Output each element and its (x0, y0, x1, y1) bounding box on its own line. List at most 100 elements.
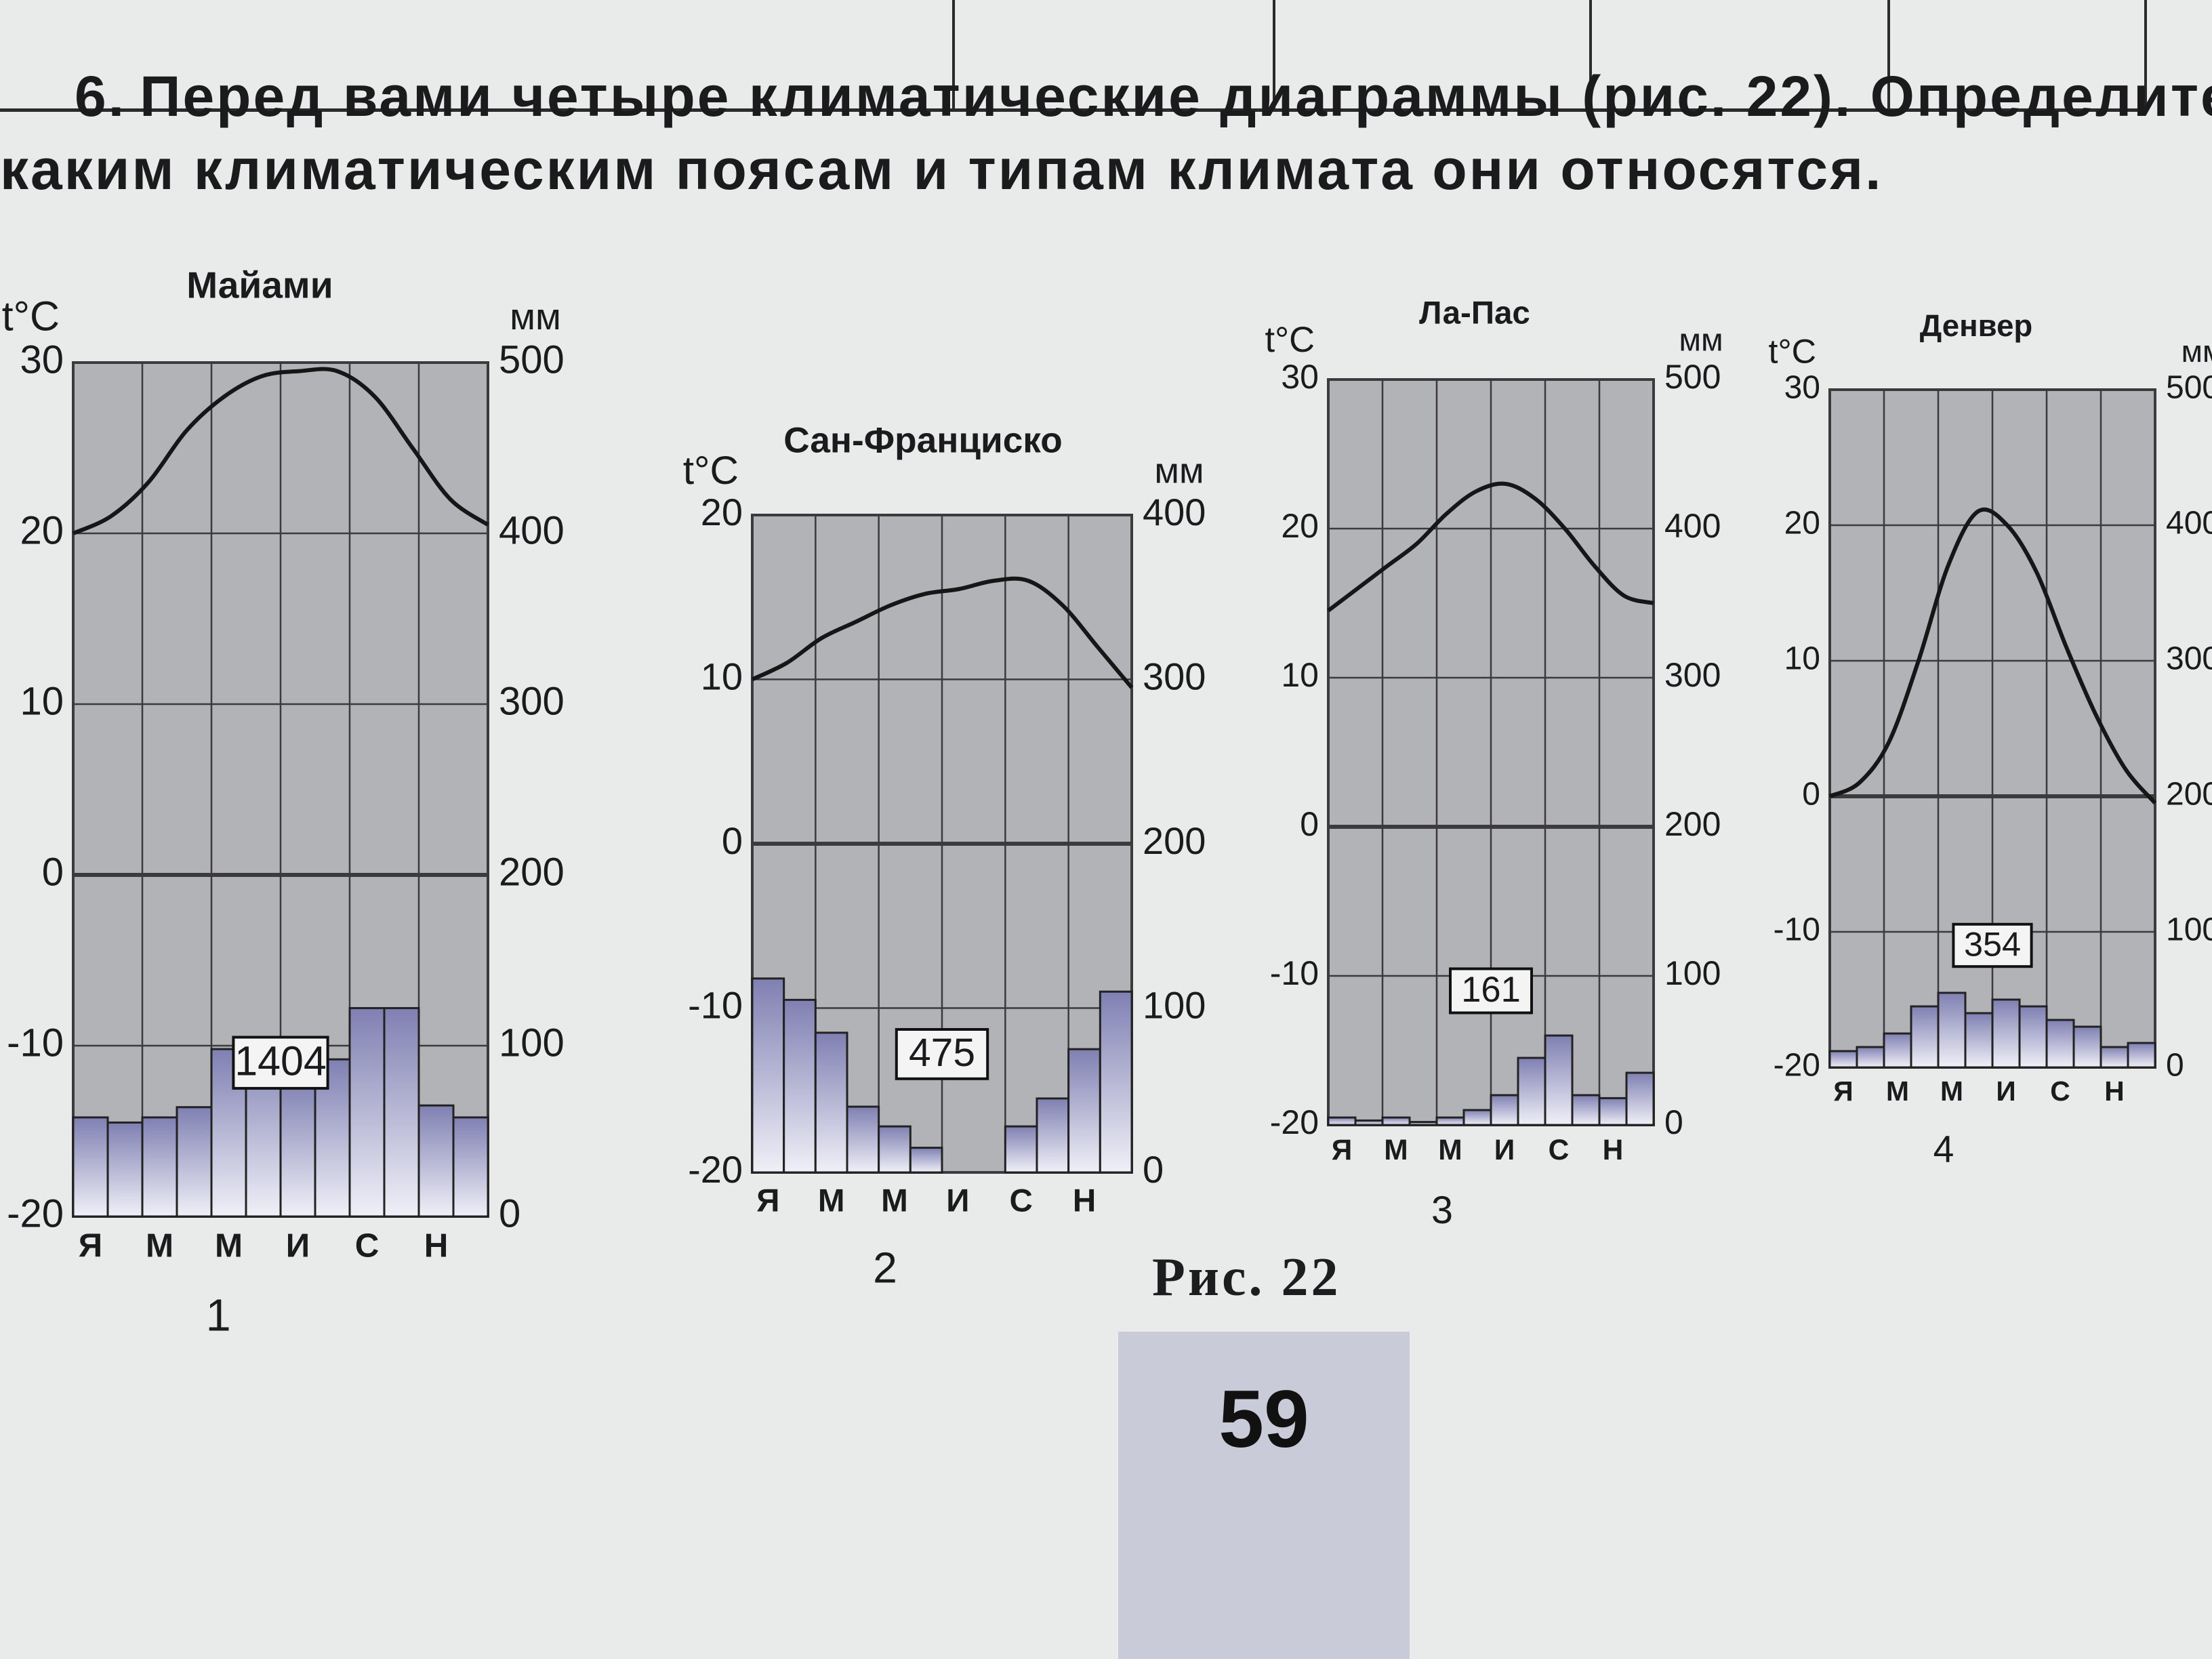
month-label: М (215, 1227, 243, 1264)
annual-precipitation-value: 475 (909, 1031, 975, 1075)
temperature-line (1828, 507, 2157, 805)
precipitation-tick-label: 100 (1664, 954, 1721, 992)
precipitation-bar (348, 1007, 386, 1218)
temperature-tick-label: 30 (1281, 358, 1319, 396)
precipitation-bar (1937, 991, 1967, 1069)
precipitation-unit: мм (510, 295, 561, 337)
task-line-1: 6. Перед вами четыре климатические диагра… (75, 68, 2212, 125)
previous-table-bottom (0, 0, 2147, 112)
month-label: М (1438, 1134, 1462, 1166)
precipitation-bar (1991, 998, 2021, 1069)
table-column-line (1273, 0, 1275, 108)
precipitation-bar (176, 1106, 213, 1218)
temperature-tick-label: -10 (7, 1021, 64, 1065)
precipitation-bar (452, 1116, 489, 1218)
temperature-tick-label: 10 (1281, 656, 1319, 694)
month-label: М (1384, 1134, 1408, 1166)
month-label: И (1494, 1134, 1515, 1166)
month-label: М (881, 1183, 908, 1218)
precipitation-tick-label: 200 (1664, 805, 1721, 843)
precipitation-bar (279, 1078, 316, 1218)
annual-precipitation-box (1449, 967, 1533, 1015)
month-label: М (1940, 1076, 1963, 1107)
temperature-line (72, 367, 489, 535)
temperature-tick-label: 10 (20, 679, 64, 723)
month-label: Я (756, 1183, 779, 1218)
precipitation-tick-label: 300 (1664, 656, 1721, 694)
temperature-tick-label: 0 (42, 850, 64, 894)
temperature-tick-label: -20 (1774, 1048, 1820, 1084)
temperature-tick-label: 20 (1784, 506, 1820, 541)
precipitation-bar (878, 1125, 912, 1174)
month-label: И (286, 1227, 310, 1264)
month-label: М (146, 1227, 173, 1264)
precipitation-tick-label: 400 (499, 508, 565, 552)
precipitation-tick-label: 0 (2166, 1048, 2184, 1084)
chart-title: Майами (186, 264, 333, 306)
chart-title: Сан-Франциско (783, 421, 1062, 461)
annual-precipitation-value: 354 (1964, 924, 2021, 963)
temperature-tick-label: -10 (1270, 954, 1319, 992)
page-number-box: 59 (1118, 1332, 1410, 1659)
precipitation-bar (1327, 1116, 1357, 1126)
precipitation-bar (141, 1116, 178, 1218)
month-label: Н (1603, 1134, 1624, 1166)
month-label: Я (1332, 1134, 1353, 1166)
precipitation-tick-label: 400 (1664, 507, 1721, 545)
temperature-tick-label: 0 (1300, 805, 1319, 843)
table-column-line (1887, 0, 1890, 108)
precipitation-tick-label: 200 (1143, 819, 1206, 862)
precipitation-tick-label: 100 (1143, 983, 1206, 1026)
task-number: 6. (75, 64, 127, 128)
page-number: 59 (1218, 1374, 1309, 1465)
precipitation-bar (1964, 1012, 1994, 1069)
precipitation-tick-label: 400 (1143, 491, 1206, 533)
precipitation-tick-label: 200 (499, 850, 565, 894)
temperature-tick-label: -10 (688, 983, 743, 1026)
precipitation-tick-label: 200 (2166, 777, 2212, 813)
precipitation-bar (1036, 1097, 1070, 1174)
precipitation-bar (383, 1007, 420, 1218)
temperature-tick-label: -10 (1774, 912, 1820, 948)
precipitation-tick-label: 0 (1664, 1103, 1683, 1141)
precipitation-bar (751, 977, 785, 1174)
precipitation-unit: мм (2182, 334, 2212, 369)
temperature-tick-label: 20 (701, 491, 743, 533)
temperature-unit: t°C (1768, 332, 1816, 371)
annual-precipitation-box (895, 1028, 989, 1080)
precipitation-bar (1067, 1048, 1101, 1174)
chart-number: 3 (1431, 1189, 1453, 1232)
precipitation-bar (1517, 1057, 1547, 1126)
month-label: Я (1833, 1076, 1853, 1107)
precipitation-unit: мм (1679, 323, 1723, 359)
annual-precipitation-box (1952, 922, 2033, 968)
precipitation-tick-label: 400 (2166, 506, 2212, 541)
precipitation-bar (846, 1105, 880, 1174)
precipitation-tick-label: 0 (499, 1191, 520, 1235)
task-text-line-1: Перед вами четыре климатические диаграмм… (140, 64, 2212, 128)
temperature-line (1327, 481, 1654, 613)
temperature-tick-label: -20 (7, 1191, 64, 1235)
annual-precipitation-box (232, 1036, 329, 1090)
task-line-2: каким климатическим поясам и типам клима… (0, 138, 1883, 201)
table-column-line (1589, 0, 1592, 108)
temperature-tick-label: 0 (1802, 777, 1820, 813)
precipitation-bar (417, 1104, 455, 1218)
month-label: Н (424, 1227, 449, 1264)
chart-number: 4 (1933, 1128, 1954, 1170)
month-label: И (1996, 1076, 2015, 1107)
precipitation-bar (1462, 1109, 1492, 1126)
month-label: М (1886, 1076, 1909, 1107)
figure-caption: Рис. 22 (1152, 1248, 1341, 1307)
month-label: С (2050, 1076, 2070, 1107)
temperature-unit: t°C (1265, 320, 1315, 360)
annual-precipitation-value: 1404 (234, 1038, 326, 1084)
temperature-tick-label: 30 (1784, 370, 1820, 406)
precipitation-bar (1856, 1046, 1885, 1069)
precipitation-bar (1544, 1034, 1574, 1126)
precipitation-bar (72, 1116, 109, 1218)
precipitation-bar (783, 998, 817, 1174)
precipitation-bar (106, 1121, 144, 1218)
precipitation-tick-label: 300 (1143, 655, 1206, 697)
